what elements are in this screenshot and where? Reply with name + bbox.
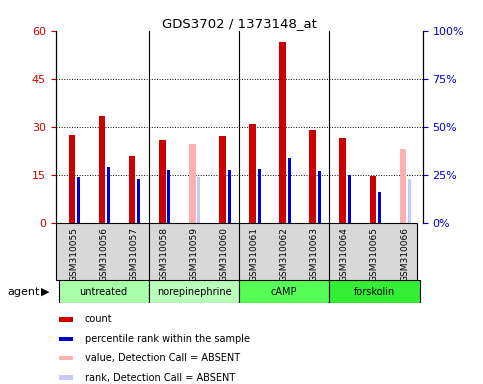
- Bar: [399, 149, 406, 223]
- Text: GSM310060: GSM310060: [220, 227, 228, 282]
- Text: GSM310057: GSM310057: [129, 227, 138, 282]
- Bar: [77, 177, 80, 223]
- Bar: [167, 170, 170, 223]
- FancyBboxPatch shape: [329, 280, 420, 303]
- FancyBboxPatch shape: [239, 280, 329, 303]
- Text: GSM310061: GSM310061: [250, 227, 258, 282]
- Text: value, Detection Call = ABSENT: value, Detection Call = ABSENT: [85, 353, 240, 363]
- Bar: [189, 144, 196, 223]
- Text: count: count: [85, 314, 113, 324]
- Bar: [198, 177, 200, 223]
- Text: norepinephrine: norepinephrine: [156, 287, 231, 297]
- Title: GDS3702 / 1373148_at: GDS3702 / 1373148_at: [162, 17, 316, 30]
- Bar: [378, 192, 381, 223]
- Bar: [369, 176, 376, 223]
- Bar: [288, 159, 291, 223]
- FancyBboxPatch shape: [149, 280, 239, 303]
- Bar: [227, 170, 230, 223]
- FancyBboxPatch shape: [58, 280, 149, 303]
- Text: percentile rank within the sample: percentile rank within the sample: [85, 334, 250, 344]
- Text: cAMP: cAMP: [271, 287, 298, 297]
- FancyBboxPatch shape: [59, 337, 73, 341]
- Bar: [69, 135, 75, 223]
- Text: GSM310066: GSM310066: [400, 227, 409, 282]
- Bar: [257, 169, 261, 223]
- Bar: [107, 167, 110, 223]
- Text: GSM310059: GSM310059: [189, 227, 199, 282]
- Bar: [348, 175, 351, 223]
- Text: untreated: untreated: [80, 287, 128, 297]
- Bar: [137, 179, 140, 223]
- FancyBboxPatch shape: [56, 223, 417, 280]
- Bar: [249, 124, 256, 223]
- Bar: [318, 171, 321, 223]
- Bar: [99, 116, 105, 223]
- FancyBboxPatch shape: [59, 356, 73, 361]
- Bar: [279, 42, 286, 223]
- FancyBboxPatch shape: [59, 375, 73, 380]
- Text: agent: agent: [7, 287, 40, 297]
- Text: rank, Detection Call = ABSENT: rank, Detection Call = ABSENT: [85, 372, 235, 382]
- Text: GSM310062: GSM310062: [280, 227, 289, 282]
- Text: GSM310056: GSM310056: [99, 227, 108, 282]
- Text: GSM310065: GSM310065: [370, 227, 379, 282]
- Text: GSM310064: GSM310064: [340, 227, 349, 282]
- Text: GSM310063: GSM310063: [310, 227, 319, 282]
- Text: GSM310055: GSM310055: [69, 227, 78, 282]
- Text: ▶: ▶: [41, 287, 50, 297]
- Text: forskolin: forskolin: [354, 287, 395, 297]
- Bar: [309, 130, 316, 223]
- Bar: [219, 136, 226, 223]
- Bar: [408, 179, 411, 223]
- Bar: [159, 139, 166, 223]
- Text: GSM310058: GSM310058: [159, 227, 169, 282]
- Bar: [340, 138, 346, 223]
- FancyBboxPatch shape: [59, 317, 73, 322]
- Bar: [129, 156, 135, 223]
